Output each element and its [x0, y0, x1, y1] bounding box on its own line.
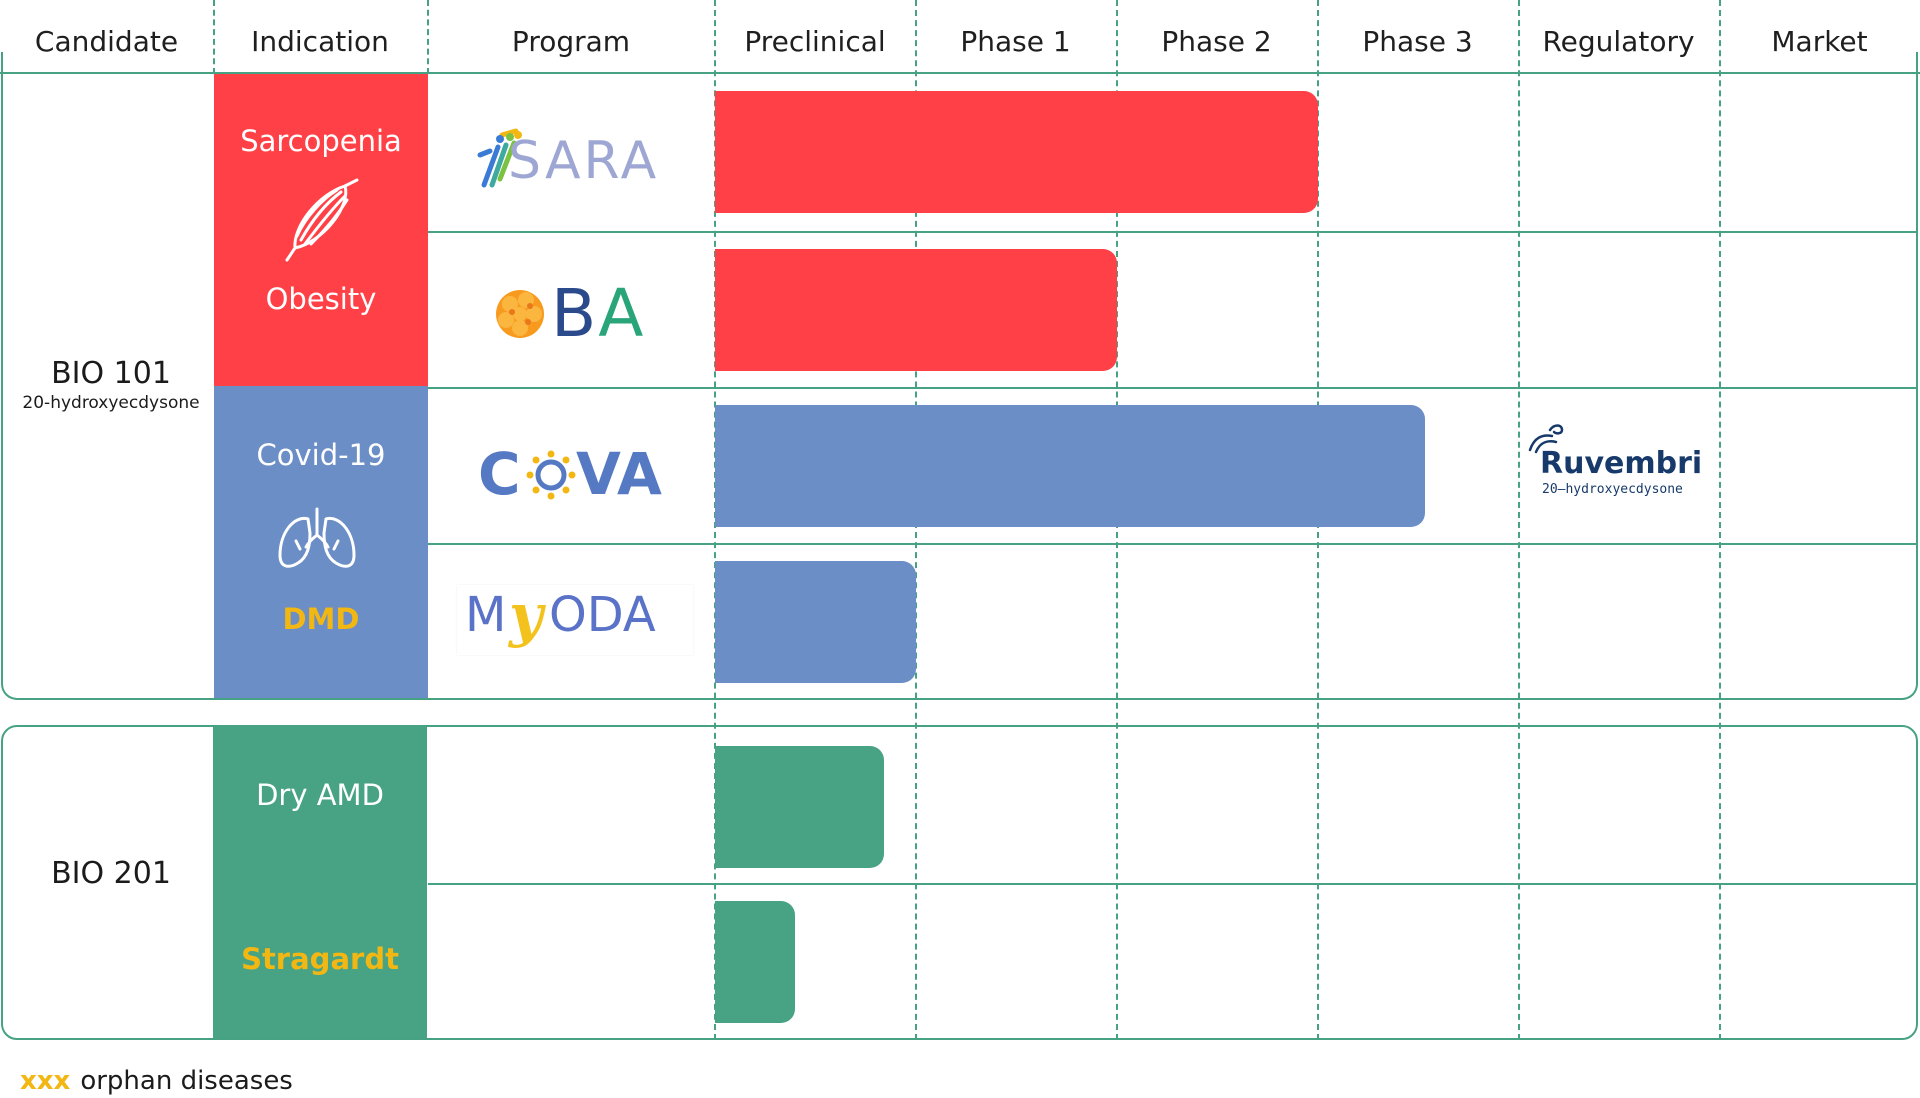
progress-bar-myoda	[715, 561, 916, 683]
indication-block-red	[214, 74, 428, 386]
bio201-panel	[1, 725, 1918, 1040]
header-candidate: Candidate	[34, 25, 179, 58]
header-phase2: Phase 2	[1161, 25, 1272, 58]
indication-sarcopenia: Sarcopenia	[240, 124, 402, 158]
row-separator	[428, 231, 1918, 233]
row-separator	[428, 543, 1918, 545]
candidate-bio201: BIO 201	[51, 856, 171, 891]
legend-marker: xxx	[20, 1066, 71, 1096]
lungs-icon	[278, 507, 356, 568]
header-phase3: Phase 3	[1362, 25, 1473, 58]
ruvembri-swirl-icon	[1528, 424, 1564, 454]
fat-cell-icon	[496, 290, 544, 338]
column-separator	[213, 0, 215, 74]
indication-block-green	[213, 726, 427, 1038]
virus-icon	[526, 450, 576, 500]
legend: xxx orphan diseases	[20, 1066, 293, 1096]
header-underline	[0, 72, 1920, 74]
header-phase1: Phase 1	[960, 25, 1071, 58]
row-separator	[428, 387, 1918, 389]
progress-bar-dry-amd	[715, 746, 884, 868]
ruvembri-subtitle: 20–hydroxyecdysone	[1542, 482, 1683, 497]
header-program: Program	[511, 25, 631, 58]
column-separator	[427, 0, 429, 74]
bio101-panel	[1, 52, 1918, 700]
row-separator	[428, 883, 1918, 885]
header-indication: Indication	[251, 25, 389, 58]
header-preclinical: Preclinical	[744, 25, 886, 58]
indication-block-blue	[214, 386, 428, 698]
indication-covid: Covid-19	[256, 438, 386, 472]
program-logo-sara: SARA	[476, 125, 696, 195]
header-market: Market	[1771, 25, 1868, 58]
legend-text: orphan diseases	[80, 1066, 293, 1096]
program-logo-myoda: M y ODA	[457, 581, 693, 655]
sara-figures-icon	[477, 128, 522, 188]
muscle-icon	[285, 178, 359, 262]
ruvembri-name: Ruvembri	[1540, 446, 1703, 481]
myoda-logo-y: y	[509, 581, 543, 649]
progress-bar-sara	[715, 91, 1318, 213]
cova-logo-c: C	[478, 440, 521, 508]
progress-bar-oba	[715, 249, 1117, 371]
header-regulatory: Regulatory	[1542, 25, 1695, 58]
indication-stragardt: Stragardt	[241, 942, 399, 976]
cova-logo-va: VA	[576, 440, 662, 508]
progress-bar-stragardt	[715, 901, 795, 1023]
myoda-logo-oda: ODA	[549, 587, 656, 643]
candidate-bio101: BIO 101	[51, 356, 171, 391]
indication-obesity: Obesity	[265, 282, 377, 316]
program-logo-oba: BA	[488, 275, 668, 358]
column-separator	[1719, 0, 1721, 1040]
oba-logo-text: BA	[551, 275, 646, 352]
progress-bar-cova	[715, 405, 1425, 527]
program-logo-cova: C VA	[478, 440, 698, 512]
ruvembri-logo: Ruvembri 20–hydroxyecdysone	[1526, 420, 1726, 500]
myoda-logo-m: M	[465, 587, 507, 643]
sara-logo-text: SARA	[508, 131, 660, 191]
indication-dry-amd: Dry AMD	[256, 778, 384, 812]
column-separator	[1518, 0, 1520, 1040]
candidate-bio101-subtitle: 20-hydroxyecdysone	[22, 393, 200, 413]
indication-dmd: DMD	[282, 602, 360, 636]
